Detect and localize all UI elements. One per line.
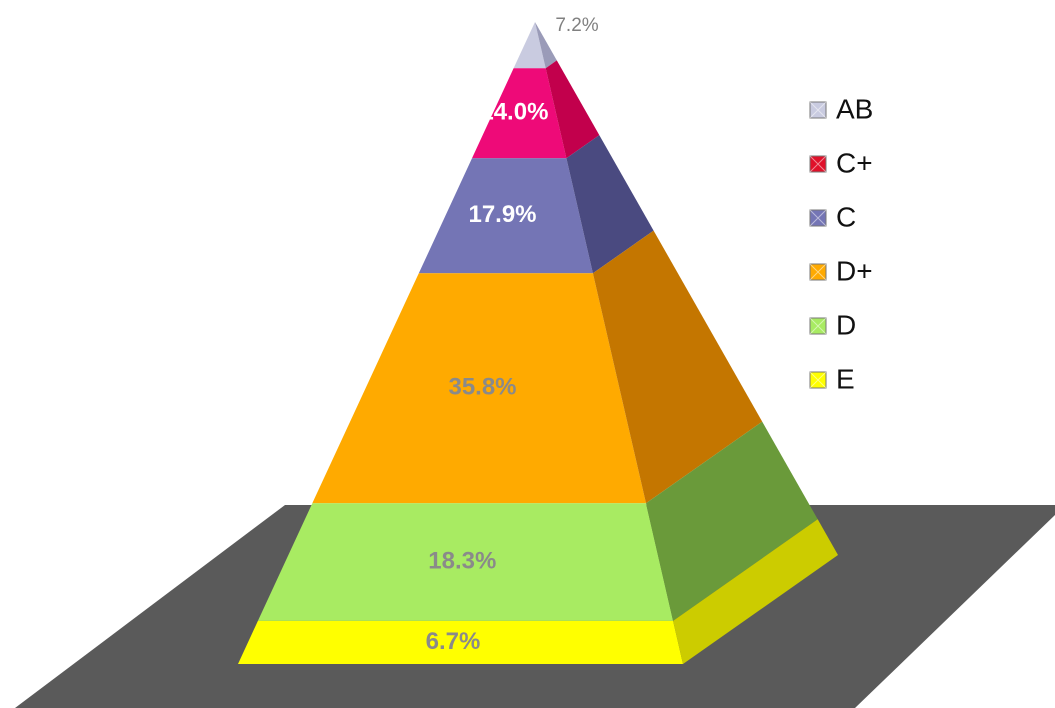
segment-front-ab xyxy=(513,22,546,69)
legend-swatch-bevel xyxy=(809,209,827,227)
segment-side-e xyxy=(673,519,838,664)
legend-label-c-plus: C+ xyxy=(836,147,873,178)
legend-label-d-plus: D+ xyxy=(836,255,873,286)
segment-side-d-plus xyxy=(592,230,763,504)
segment-side-c xyxy=(566,135,654,274)
legend-swatch-bevel xyxy=(809,317,827,335)
segment-front-d xyxy=(257,503,674,621)
segment-front-c xyxy=(418,158,593,274)
legend-label-e: E xyxy=(836,363,855,394)
legend-swatch-bevel xyxy=(809,371,827,389)
segment-side-c-plus xyxy=(545,60,600,159)
chart-legend: AB C+ C D+ DE xyxy=(809,93,873,394)
data-label-d-plus: 35.8% xyxy=(448,374,516,401)
legend-swatch-bevel xyxy=(809,155,827,173)
data-label-d: 18.3% xyxy=(428,547,496,574)
data-label-ab: 7.2% xyxy=(555,15,598,36)
segment-side-d xyxy=(646,421,818,621)
legend-label-d: D xyxy=(836,309,856,340)
legend-label-c: C xyxy=(836,201,856,232)
legend-swatch-bevel xyxy=(809,101,827,119)
segment-front-e xyxy=(238,620,683,664)
data-label-e: 6.7% xyxy=(426,628,481,655)
segment-labels: 7.2% 14.0% 17.9% 35.8% 18.3% 6.7% xyxy=(426,15,599,655)
legend-swatch-bevel xyxy=(809,263,827,281)
legend-label-ab: AB xyxy=(836,93,873,124)
segment-front-c-plus xyxy=(472,68,567,159)
pyramid-segments xyxy=(238,22,838,664)
data-label-c: 17.9% xyxy=(468,201,536,228)
segment-side-ab xyxy=(535,22,557,69)
data-label-c-plus: 14.0% xyxy=(480,99,548,126)
segment-front-d-plus xyxy=(312,273,646,504)
